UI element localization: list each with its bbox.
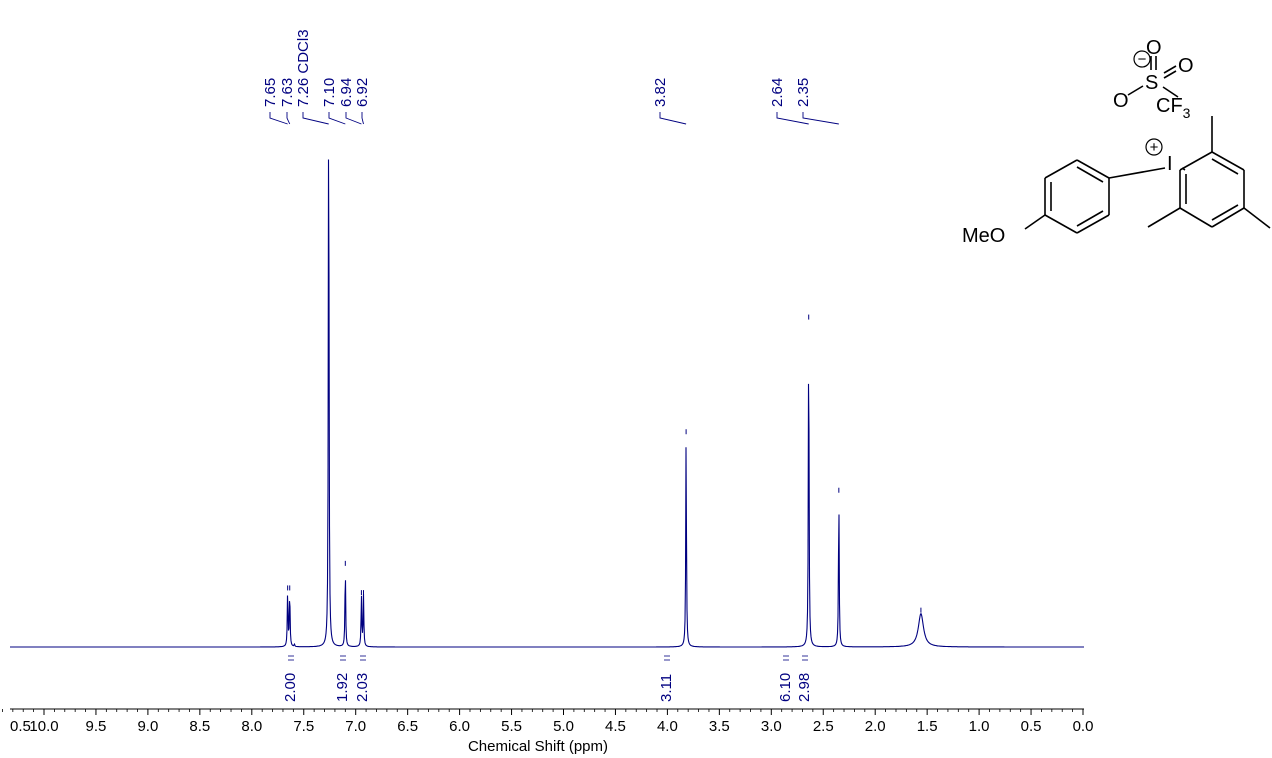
integral-value: 6.10 xyxy=(777,673,794,702)
x-axis-label: Chemical Shift (ppm) xyxy=(468,738,608,755)
x-tick-label: 7.0 xyxy=(345,718,366,735)
peak-label: 6.92 xyxy=(354,78,371,107)
bond xyxy=(1211,204,1239,221)
peak-label-connector xyxy=(286,112,291,125)
integral-value: 3.11 xyxy=(658,674,675,702)
x-tick-label: 2.5 xyxy=(813,718,834,735)
peak-label: 7.63 xyxy=(279,78,296,107)
bond xyxy=(1179,207,1213,228)
peak-label: 6.94 xyxy=(338,78,355,107)
peak-label-connector xyxy=(302,112,329,125)
spectrum-trace xyxy=(10,159,1084,648)
x-tick-label: 8.0 xyxy=(241,718,262,735)
bond xyxy=(1076,210,1104,227)
integral-value: 1.92 xyxy=(334,673,351,702)
bond xyxy=(1127,85,1144,96)
peak-label-connector xyxy=(802,112,839,125)
bond xyxy=(1024,214,1046,230)
bond xyxy=(1076,166,1104,183)
x-tick-label: 9.0 xyxy=(137,718,158,735)
peak-label-connector xyxy=(659,112,687,125)
integral-value: 2.98 xyxy=(796,673,813,702)
x-tick-label: 4.5 xyxy=(605,718,626,735)
integrals: 2.00 1.92 2.03 3.11 6.10 2.98 xyxy=(282,655,813,702)
iodine-label: I xyxy=(1167,153,1173,175)
negative-charge-circle xyxy=(1133,50,1151,68)
negative-charge-label: − xyxy=(1138,51,1147,68)
peak-label-connector xyxy=(269,112,288,125)
x-tick-label: 5.5 xyxy=(501,718,522,735)
peak-labels: 7.65 7.63 7.26 CDCl3 7.10 6.94 6.92 3.82 2.64 2.… xyxy=(262,29,839,125)
x-tick-label: 6.0 xyxy=(449,718,470,735)
bond xyxy=(1211,207,1245,228)
integral-value: 2.00 xyxy=(282,673,299,702)
oxygen-label: O xyxy=(1178,55,1194,77)
bond xyxy=(1044,159,1078,179)
x-tick-label: 0.5 xyxy=(10,718,31,735)
peak-label-connector xyxy=(328,112,346,125)
bond xyxy=(1243,207,1271,229)
sulfur-label: S xyxy=(1145,72,1158,94)
x-tick-label: 5.0 xyxy=(553,718,574,735)
cf-text: CF xyxy=(1156,95,1183,117)
integral-value: 2.03 xyxy=(354,673,371,702)
x-tick-label: 2.0 xyxy=(865,718,886,735)
peak-label: 2.35 xyxy=(795,78,812,107)
x-tick-label: 1.5 xyxy=(917,718,938,735)
structure-labels: MeO I + − O O O S CF3 xyxy=(962,37,1194,247)
x-tick-label: 7.5 xyxy=(293,718,314,735)
bond xyxy=(1179,151,1213,171)
bond xyxy=(1211,158,1239,175)
bond xyxy=(1076,159,1110,179)
peak-label: 7.65 xyxy=(262,78,279,107)
peak-label-connector xyxy=(345,112,362,125)
bond xyxy=(1163,65,1177,74)
peak-label-connector xyxy=(361,112,364,125)
x-tick-label: 0.0 xyxy=(1073,718,1094,735)
cf3-label: CF3 xyxy=(1156,95,1191,121)
x-tick-label: 3.5 xyxy=(709,718,730,735)
x-tick-label: 3.0 xyxy=(761,718,782,735)
x-tick-label: 4.0 xyxy=(657,718,678,735)
peak-label: 2.64 xyxy=(769,78,786,107)
peak-label-connector xyxy=(776,112,809,125)
x-axis: 0.510.0 9.5 9.0 8.5 8.0 7.5 7.0 6.5 6.0 5.5 5.0 4.5… xyxy=(2,708,1094,735)
x-tick-label: 8.5 xyxy=(189,718,210,735)
chemical-structure xyxy=(1024,50,1271,234)
bond xyxy=(1108,167,1166,179)
bond xyxy=(1147,207,1181,228)
x-tick-label: 10.0 xyxy=(29,718,58,735)
x-tick-label: 0.5 xyxy=(1021,718,1042,735)
bond xyxy=(1163,70,1177,79)
oxygen-label: O xyxy=(1146,37,1162,59)
bond xyxy=(1162,86,1179,98)
positive-charge-label: + xyxy=(1150,139,1159,156)
cf-subscript: 3 xyxy=(1183,105,1191,121)
x-tick-label: 6.5 xyxy=(397,718,418,735)
bond xyxy=(1211,151,1245,171)
bond xyxy=(1044,214,1078,234)
positive-charge-circle xyxy=(1145,138,1163,156)
peak-label: 7.10 xyxy=(321,78,338,107)
x-tick-label: 9.5 xyxy=(86,718,107,735)
peak-label: 7.26 CDCl3 xyxy=(295,29,312,107)
x-tick-label: 1.0 xyxy=(969,718,990,735)
methoxy-label: MeO xyxy=(962,225,1005,247)
spectrum xyxy=(10,159,1084,648)
peak-label: 3.82 xyxy=(652,78,669,107)
oxygen-label: O xyxy=(1113,90,1129,112)
bond xyxy=(1076,214,1110,234)
